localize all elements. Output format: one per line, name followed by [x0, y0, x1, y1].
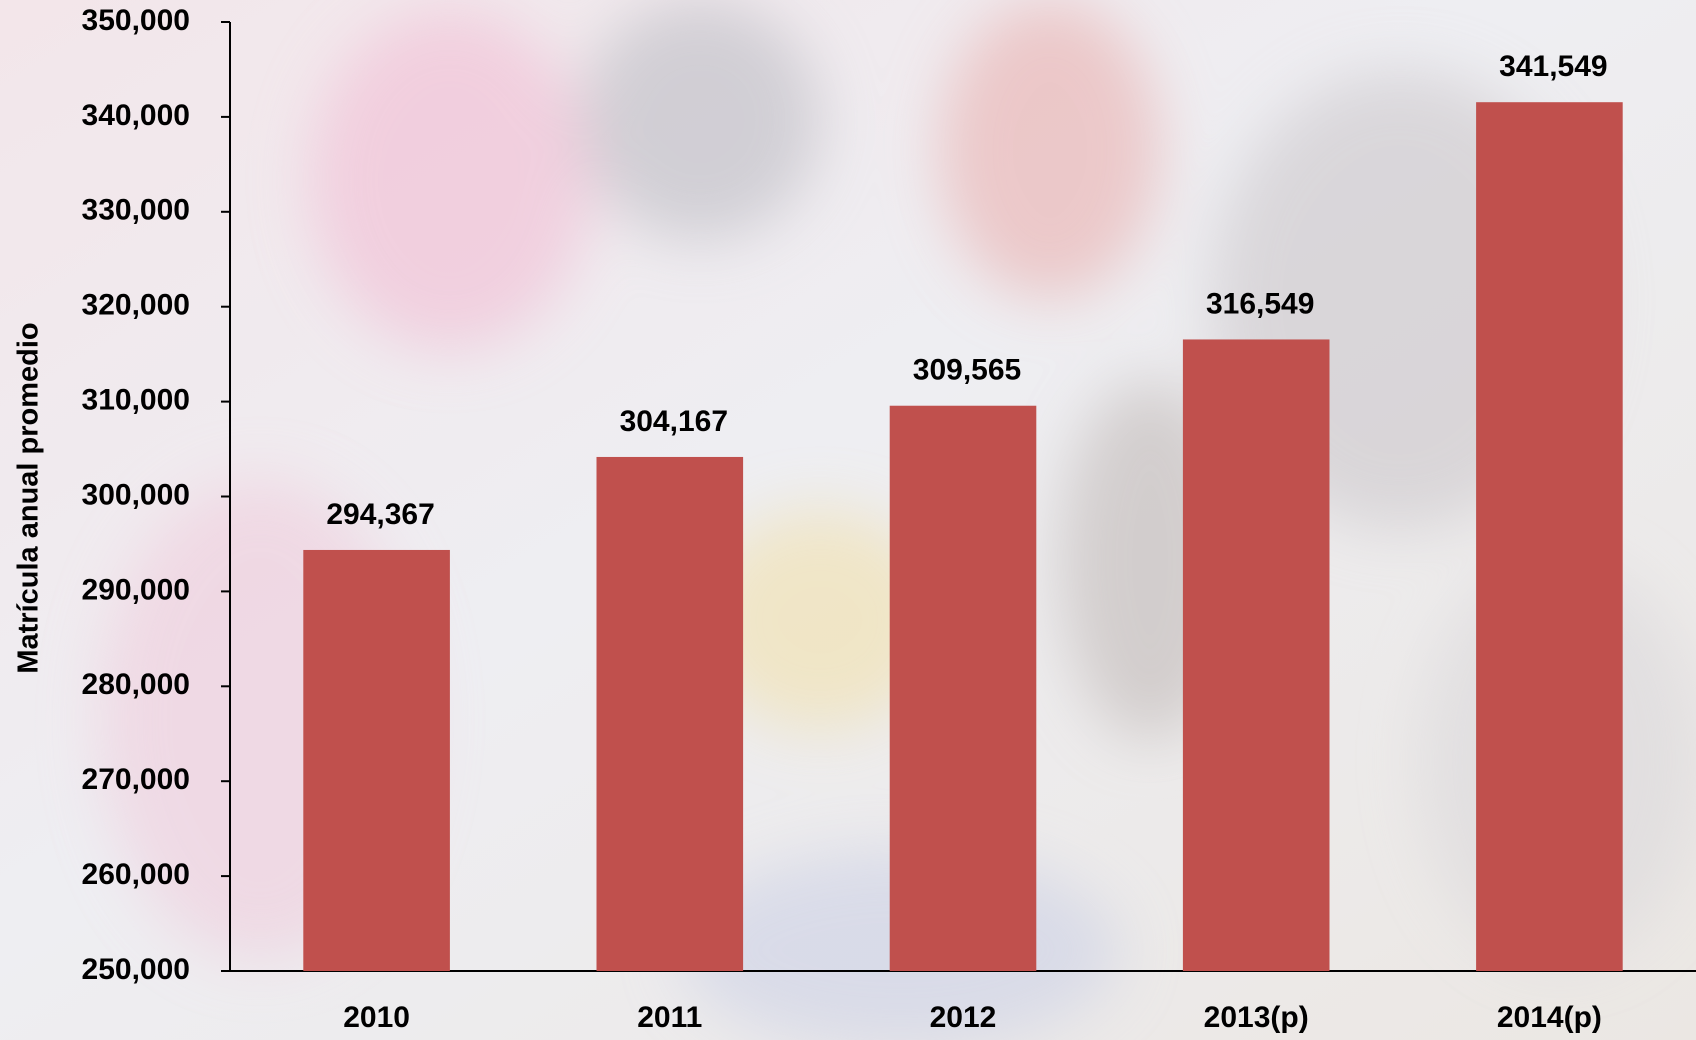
bar: [1476, 102, 1623, 971]
value-label: 316,549: [1206, 287, 1314, 320]
x-tick-label: 2014(p): [1497, 1001, 1602, 1034]
bar: [303, 550, 450, 971]
bar: [597, 457, 744, 971]
value-label: 304,167: [620, 405, 728, 438]
y-tick-label: 350,000: [82, 4, 190, 37]
y-tick-label: 250,000: [82, 953, 190, 986]
chart: Matrícula anual promedio 250,000 260,000 2…: [0, 0, 1696, 1040]
bar: [890, 406, 1037, 971]
y-tick-label: 320,000: [82, 289, 190, 322]
x-tick-label: 2012: [930, 1001, 997, 1034]
value-label: 294,367: [326, 498, 434, 531]
background-photo: [0, 0, 1696, 1040]
value-label: 341,549: [1499, 50, 1607, 83]
page: {"chart_data": {"type": "bar", "y_axis_l…: [0, 0, 1696, 1040]
y-tick-label: 340,000: [82, 99, 190, 132]
y-tick-label: 270,000: [82, 763, 190, 796]
x-tick-label: 2013(p): [1204, 1001, 1309, 1034]
y-tick-label: 260,000: [82, 858, 190, 891]
x-tick-label: 2010: [343, 1001, 410, 1034]
x-tick-label: 2011: [637, 1001, 702, 1034]
bar: [1183, 339, 1330, 971]
y-tick-label: 310,000: [82, 384, 190, 417]
y-tick-label: 290,000: [82, 573, 190, 606]
y-tick-label: 280,000: [82, 668, 190, 701]
y-tick-label: 300,000: [82, 478, 190, 511]
y-axis-title: Matrícula anual promedio: [13, 322, 45, 673]
value-label: 309,565: [913, 354, 1021, 387]
y-tick-label: 330,000: [82, 194, 190, 227]
